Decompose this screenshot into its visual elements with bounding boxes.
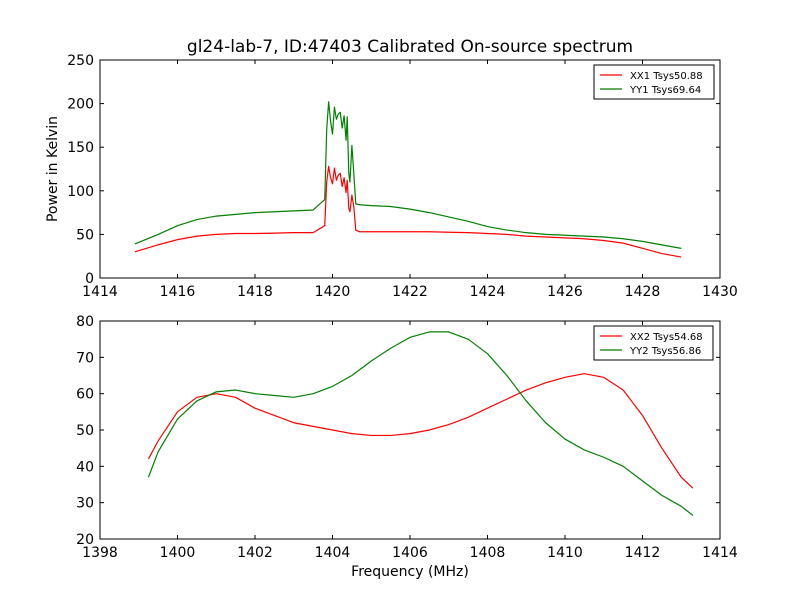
bottom-legend-entry: YY2 Tsys56.86 — [629, 346, 701, 357]
bottom-y-tick-label: 60 — [76, 387, 94, 403]
bottom-x-tick-label: 1398 — [82, 545, 118, 561]
bottom-x-tick-label: 1408 — [470, 545, 506, 561]
top-plot: Power in Kelvin 1414 1416 1418 1420 1422 1424… — [45, 53, 738, 300]
top-y-tick-label: 150 — [67, 140, 94, 156]
top-x-tick-label: 1428 — [625, 284, 661, 300]
bottom-x-tick-label: 1414 — [702, 545, 738, 561]
top-series-line-2 — [134, 101, 682, 249]
top-legend-entry: XX1 Tsys50.88 — [630, 71, 703, 82]
top-y-tick-label: 250 — [67, 53, 94, 69]
bottom-series-line-1 — [147, 373, 694, 489]
top-legend-entry: YY1 Tsys69.64 — [629, 85, 701, 96]
top-x-tick-label: 1426 — [547, 284, 583, 300]
top-x-tick-label: 1424 — [470, 284, 506, 300]
bottom-x-tick-label: 1404 — [315, 545, 351, 561]
top-x-tick-label: 1418 — [237, 284, 273, 300]
top-x-tick-label: 1430 — [702, 284, 738, 300]
bottom-x-axis-label: Frequency (MHz) — [351, 564, 469, 580]
top-y-tick-label: 200 — [67, 97, 94, 113]
top-y-tick-label: 100 — [67, 184, 94, 200]
bottom-y-tick-label: 70 — [76, 350, 94, 366]
top-x-tick-label: 1414 — [82, 284, 118, 300]
bottom-legend-box — [593, 325, 714, 361]
bottom-x-tick-label: 1402 — [237, 545, 273, 561]
top-y-tick-label: 0 — [85, 271, 94, 287]
bottom-y-tick-label: 20 — [76, 532, 94, 548]
bottom-plot: Frequency (MHz) 1398 1400 1402 1404 1406 1408… — [76, 314, 738, 580]
top-legend-box — [593, 64, 715, 100]
bottom-x-tick-label: 1400 — [160, 545, 196, 561]
bottom-legend-entry: XX2 Tsys54.68 — [630, 332, 703, 343]
top-x-tick-label: 1422 — [392, 284, 428, 300]
bottom-y-tick-label: 40 — [76, 459, 94, 475]
top-series-line-1 — [134, 165, 682, 258]
bottom-x-tick-label: 1412 — [625, 545, 661, 561]
top-y-axis-label: Power in Kelvin — [45, 116, 61, 222]
bottom-y-tick-label: 50 — [76, 423, 94, 439]
top-x-tick-label: 1416 — [160, 284, 196, 300]
bottom-y-tick-label: 30 — [76, 496, 94, 512]
top-x-tick-label: 1420 — [315, 284, 351, 300]
bottom-series-line-2 — [147, 331, 694, 516]
chart-title: gl24-lab-7, ID:47403 Calibrated On-sourc… — [187, 37, 633, 57]
bottom-y-tick-label: 80 — [76, 314, 94, 330]
bottom-x-tick-label: 1406 — [392, 545, 428, 561]
bottom-legend: XX2 Tsys54.68 YY2 Tsys56.86 — [593, 325, 714, 361]
top-y-tick-label: 50 — [76, 227, 94, 243]
bottom-x-tick-label: 1410 — [547, 545, 583, 561]
top-legend: XX1 Tsys50.88 YY1 Tsys69.64 — [593, 64, 715, 100]
